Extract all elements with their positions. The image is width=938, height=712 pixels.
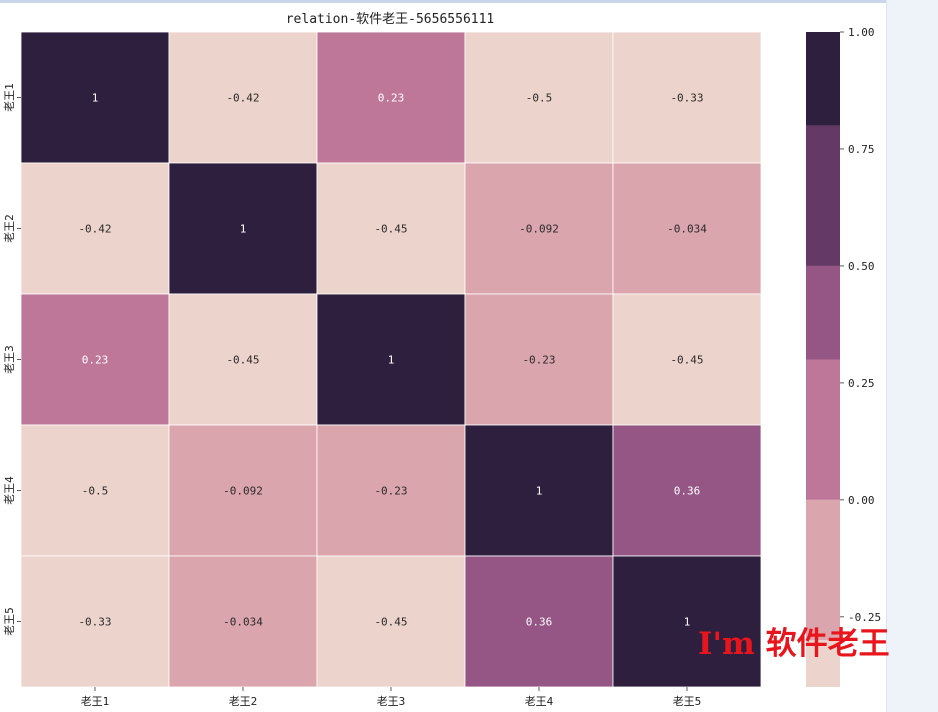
colorbar-tick-label: 0.25 (848, 377, 875, 390)
cell-value-label: 0.23 (82, 354, 109, 367)
heatmap-cell (20, 31, 170, 164)
heatmap-cell (316, 555, 466, 688)
right-side-panel (886, 0, 938, 712)
y-tick-label: 老王2 (3, 214, 16, 243)
chart-title: relation-软件老王-5656556111 (286, 12, 495, 27)
cell-value-label: 1 (684, 616, 691, 629)
colorbar-segment (806, 499, 840, 641)
cell-value-label: -0.034 (667, 223, 707, 236)
colorbar-tick-label: 0.00 (848, 494, 875, 507)
heatmap-cell (168, 31, 318, 164)
cell-value-label: 1 (92, 92, 99, 105)
cell-value-label: -0.034 (223, 616, 263, 629)
heatmap-cell (316, 424, 466, 557)
heatmap-cell (612, 293, 762, 426)
cell-value-label: 0.36 (526, 616, 553, 629)
colorbar-segment (806, 125, 840, 266)
cell-value-label: -0.092 (519, 223, 559, 236)
colorbar-tick-label: 0.50 (848, 260, 875, 273)
cell-value-label: 0.23 (378, 92, 405, 105)
heatmap-cell (464, 424, 614, 557)
y-tick-label: 老王1 (3, 83, 16, 112)
cell-value-label: -0.45 (670, 354, 703, 367)
colorbar-segment (806, 359, 840, 500)
colorbar-tick-label: -0.25 (848, 611, 881, 624)
cell-value-label: 0.36 (674, 485, 701, 498)
cell-value-label: -0.45 (374, 616, 407, 629)
x-tick-label: 老王3 (377, 695, 406, 708)
heatmap-cell (464, 555, 614, 688)
watermark-text: I'm 软件老王 (698, 626, 890, 662)
y-tick-label: 老王4 (3, 476, 16, 505)
y-tick-label: 老王5 (3, 607, 16, 636)
y-axis: 老王1 老王2 老王3 老王4 老王5 (3, 83, 21, 636)
heatmap-cell (168, 424, 318, 557)
x-tick-label: 老王1 (81, 695, 110, 708)
cell-value-label: -0.092 (223, 485, 263, 498)
heatmap-cell (20, 424, 170, 557)
x-tick-label: 老王2 (229, 695, 258, 708)
cell-value-label: 1 (240, 223, 247, 236)
cell-value-label: 1 (536, 485, 543, 498)
colorbar-segment (806, 265, 840, 360)
colorbar-tick-label: 1.00 (848, 26, 875, 39)
heatmap-cell (464, 31, 614, 164)
cell-value-label: -0.42 (78, 223, 111, 236)
colorbar-tick-label: 0.75 (848, 143, 875, 156)
x-tick-label: 老王5 (673, 695, 702, 708)
cell-value-label: -0.5 (82, 485, 109, 498)
y-tick-label: 老王3 (3, 345, 16, 374)
heatmap-cell (612, 424, 762, 557)
cell-value-label: -0.33 (78, 616, 111, 629)
heatmap-cell (316, 293, 466, 426)
heatmap-cell (612, 162, 762, 295)
heatmap-cell (168, 293, 318, 426)
x-axis: 老王1 老王2 老王3 老王4 老王5 (81, 687, 702, 708)
heatmap-cell (20, 555, 170, 688)
heatmap-chart: relation-软件老王-5656556111 1 -0.42 0.23 -0.5 -… (3, 12, 881, 708)
window-top-bar (0, 0, 938, 3)
cell-value-label: 1 (388, 354, 395, 367)
heatmap-cell (612, 555, 762, 688)
cell-value-label: -0.5 (526, 92, 553, 105)
cell-value-label: -0.33 (670, 92, 703, 105)
heatmap-cell (316, 162, 466, 295)
colorbar-segment (806, 32, 840, 126)
cell-value-label: -0.23 (374, 485, 407, 498)
x-tick-label: 老王4 (525, 695, 554, 708)
heatmap-cell (464, 162, 614, 295)
cell-value-label: -0.42 (226, 92, 259, 105)
colorbar-segment (806, 640, 840, 687)
cell-value-label: -0.45 (226, 354, 259, 367)
cell-value-label: -0.45 (374, 223, 407, 236)
heatmap-cells: 1 -0.42 0.23 -0.5 -0.33 -0.42 1 -0.45 -0.092 -0.0… (20, 31, 762, 688)
cell-value-label: -0.23 (522, 354, 555, 367)
colorbar: 1.00 0.75 0.50 0.25 0.00 -0.25 (806, 26, 881, 687)
